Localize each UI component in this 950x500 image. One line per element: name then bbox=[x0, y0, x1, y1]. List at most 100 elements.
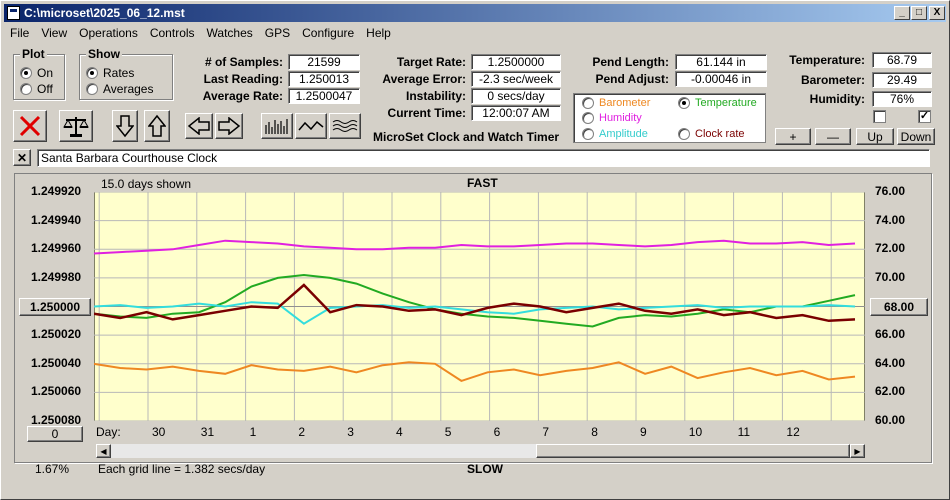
move-down-button[interactable] bbox=[112, 110, 138, 142]
target-rate-label: Target Rate: bbox=[396, 55, 466, 69]
barometer-label: Barometer: bbox=[800, 73, 865, 87]
menu-help[interactable]: Help bbox=[366, 26, 391, 40]
grid-note: Each grid line = 1.382 secs/day bbox=[98, 462, 266, 476]
scrollbar-thumb[interactable] bbox=[536, 444, 850, 458]
plot-on-label: On bbox=[37, 66, 54, 80]
right-center-button[interactable]: 68.00 bbox=[870, 298, 928, 316]
menu-file[interactable]: File bbox=[10, 26, 30, 40]
decrease-button[interactable]: — bbox=[815, 128, 851, 145]
x-axis-tick: 30 bbox=[152, 425, 166, 439]
legend-clock-rate-dot[interactable] bbox=[678, 128, 690, 140]
line-graph-icon bbox=[298, 120, 324, 131]
menu-watches[interactable]: Watches bbox=[206, 26, 253, 40]
left-axis-tick: 1.250060 bbox=[31, 384, 82, 399]
series-line-clock-rate bbox=[94, 283, 856, 323]
menu-gps[interactable]: GPS bbox=[264, 26, 291, 40]
pend-length-field[interactable]: 61.144 in bbox=[675, 54, 767, 70]
line-graph-button[interactable] bbox=[295, 113, 327, 139]
show-rates-radio[interactable]: Rates bbox=[86, 66, 134, 80]
show-rates-radio-dot[interactable] bbox=[86, 67, 98, 79]
sensor-checkbox-right[interactable]: ✓ bbox=[918, 110, 931, 123]
product-title: MicroSet Clock and Watch Timer bbox=[373, 130, 560, 144]
minimize-button[interactable]: _ bbox=[894, 6, 910, 20]
slow-label: SLOW bbox=[467, 462, 503, 476]
scroll-down-button[interactable]: Down bbox=[897, 128, 935, 145]
x-axis-tick: 7 bbox=[542, 425, 550, 439]
legend-amplitude-radio[interactable]: Amplitude bbox=[582, 128, 648, 140]
plot-off-radio[interactable]: Off bbox=[20, 82, 53, 96]
clear-data-button[interactable] bbox=[13, 110, 47, 142]
sensor-checkbox-left[interactable] bbox=[873, 110, 886, 123]
legend-temperature-label: Temperature bbox=[695, 97, 757, 109]
legend-humidity-dot[interactable] bbox=[582, 112, 594, 124]
show-averages-radio-dot[interactable] bbox=[86, 83, 98, 95]
show-rates-label: Rates bbox=[103, 66, 135, 80]
close-name-icon[interactable]: ✕ bbox=[13, 149, 31, 166]
average-rate-field: 1.2500047 bbox=[288, 88, 360, 104]
pend-length-label: Pend Length: bbox=[592, 55, 669, 69]
plot-group-title: Plot bbox=[20, 47, 47, 61]
plot-off-radio-dot[interactable] bbox=[20, 83, 32, 95]
zero-button[interactable]: 0 bbox=[27, 426, 83, 442]
bar-graph-button[interactable] bbox=[261, 113, 293, 139]
increase-button[interactable]: + bbox=[775, 128, 811, 145]
legend-barometer-dot[interactable] bbox=[582, 97, 594, 109]
menu-configure[interactable]: Configure bbox=[302, 26, 355, 40]
legend-amplitude-dot[interactable] bbox=[582, 128, 594, 140]
window-title: C:\microset\2025_06_12.mst bbox=[24, 6, 185, 20]
left-axis-tick: 1.249920 bbox=[31, 184, 82, 198]
show-group-title: Show bbox=[86, 47, 122, 61]
right-axis-tick: 66.00 bbox=[875, 327, 906, 342]
balance-button[interactable] bbox=[59, 110, 93, 142]
legend-barometer-radio[interactable]: Barometer bbox=[582, 97, 650, 109]
barometer-field: 29.49 bbox=[872, 72, 932, 88]
menu-bar: File View Operations Controls Watches GP… bbox=[4, 24, 397, 42]
horizontal-scrollbar[interactable]: ◀ ▶ bbox=[95, 443, 866, 459]
days-shown-label: 15.0 days shown bbox=[101, 177, 192, 191]
legend-temperature-dot[interactable] bbox=[678, 97, 690, 109]
menu-operations[interactable]: Operations bbox=[79, 26, 138, 40]
legend-barometer-label: Barometer bbox=[599, 97, 651, 109]
legend-clock-rate-radio[interactable]: Clock rate bbox=[678, 128, 745, 140]
move-up-button[interactable] bbox=[144, 110, 170, 142]
plot-on-radio[interactable]: On bbox=[20, 66, 53, 80]
menu-view[interactable]: View bbox=[41, 26, 68, 40]
right-axis-tick: 76.00 bbox=[875, 184, 906, 198]
scroll-left-arrow-icon[interactable]: ◀ bbox=[96, 444, 111, 458]
legend-humidity-label: Humidity bbox=[599, 112, 642, 124]
plot-on-radio-dot[interactable] bbox=[20, 67, 32, 79]
app-icon[interactable] bbox=[7, 6, 20, 20]
target-rate-field[interactable]: 1.2500000 bbox=[471, 54, 561, 70]
plot-off-label: Off bbox=[37, 82, 53, 96]
day-label: Day: bbox=[96, 425, 121, 439]
show-averages-label: Averages bbox=[103, 82, 154, 96]
scroll-right-arrow-icon[interactable]: ▶ bbox=[850, 444, 865, 458]
maximize-button[interactable]: □ bbox=[911, 6, 927, 20]
x-axis-tick: 10 bbox=[688, 425, 703, 439]
left-center-button[interactable]: 1.250000 bbox=[19, 298, 91, 316]
scroll-left-button[interactable] bbox=[185, 113, 213, 139]
x-axis-tick: 3 bbox=[347, 425, 354, 439]
menu-controls[interactable]: Controls bbox=[149, 26, 195, 40]
left-axis-tick: 1.249960 bbox=[31, 241, 82, 256]
close-button[interactable]: X bbox=[929, 6, 945, 20]
instability-field: 0 secs/day bbox=[471, 88, 561, 104]
legend-clock-rate-label: Clock rate bbox=[695, 128, 745, 140]
plot-group: Plot On Off bbox=[13, 47, 65, 100]
right-axis-tick: 62.00 bbox=[875, 384, 906, 399]
clock-name-field[interactable]: Santa Barbara Courthouse Clock bbox=[37, 149, 930, 167]
plot-area[interactable] bbox=[94, 192, 865, 421]
humidity-label: Humidity: bbox=[809, 92, 865, 106]
show-averages-radio[interactable]: Averages bbox=[86, 82, 153, 96]
legend-temperature-radio[interactable]: Temperature bbox=[678, 97, 757, 109]
scroll-up-button[interactable]: Up bbox=[856, 128, 894, 145]
x-axis-tick: 1 bbox=[249, 425, 257, 439]
series-line-humidity bbox=[94, 239, 856, 255]
x-axis-tick: 2 bbox=[298, 425, 306, 439]
scroll-right-button[interactable] bbox=[215, 113, 243, 139]
legend-humidity-radio[interactable]: Humidity bbox=[582, 112, 642, 124]
x-axis-tick: 11 bbox=[737, 425, 751, 439]
wave-graph-button[interactable] bbox=[329, 113, 361, 139]
balance-scale-icon bbox=[63, 117, 89, 137]
title-bar[interactable]: C:\microset\2025_06_12.mst _ □ X bbox=[4, 4, 946, 22]
